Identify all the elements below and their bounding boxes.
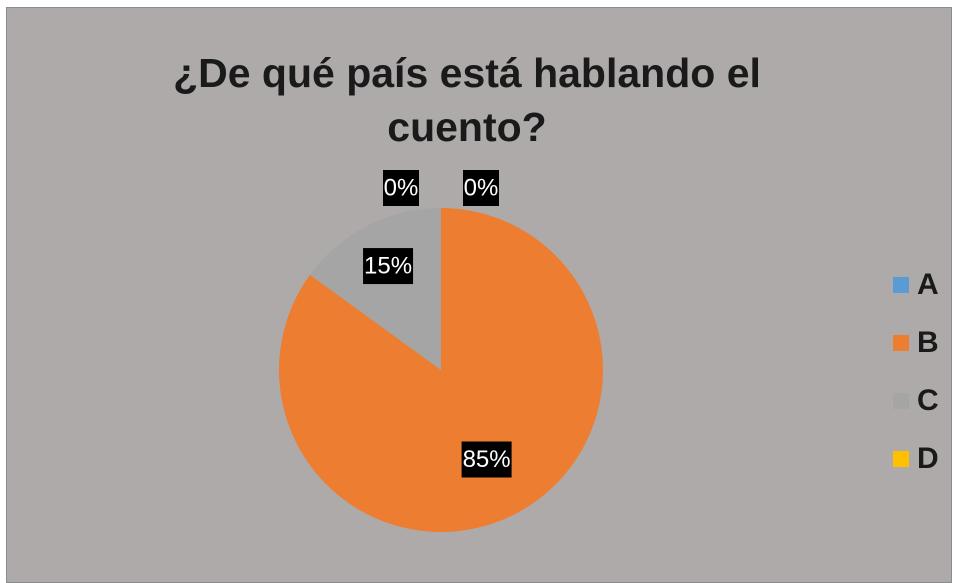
data-label-d: 0% — [383, 170, 419, 206]
data-label-text-c: 15% — [364, 253, 412, 280]
chart-title: ¿De qué país está hablando el cuento? — [173, 50, 761, 150]
legend-swatch-d — [893, 451, 909, 467]
legend-swatch-c — [893, 393, 909, 409]
legend-item-b: B — [893, 328, 949, 358]
data-label-a: 0% — [463, 170, 499, 206]
data-label-c: 15% — [363, 248, 414, 285]
data-label-box-d — [383, 170, 419, 206]
data-label-text-a: 0% — [464, 175, 499, 202]
legend-item-c: C — [893, 386, 949, 416]
chart-area: ¿De qué país está hablando el cuento? 0%… — [6, 7, 952, 583]
legend-item-d: D — [893, 444, 949, 474]
legend-swatch-b — [893, 335, 909, 351]
legend-label-d: D — [917, 442, 939, 475]
data-label-box-b — [461, 441, 512, 478]
legend: A B C D — [893, 270, 949, 502]
data-label-text-d: 0% — [384, 175, 419, 202]
legend-label-c: C — [917, 384, 939, 417]
data-label-box-c — [363, 248, 414, 285]
legend-label-a: A — [917, 268, 939, 301]
legend-item-a: A — [893, 270, 949, 300]
data-label-text-b: 85% — [463, 446, 511, 473]
pie-chart: 0% 85% 15% 0% — [279, 170, 603, 532]
legend-swatch-a — [893, 277, 909, 293]
legend-label-b: B — [917, 326, 939, 359]
data-label-box-a — [463, 170, 499, 206]
data-label-b: 85% — [461, 441, 512, 478]
